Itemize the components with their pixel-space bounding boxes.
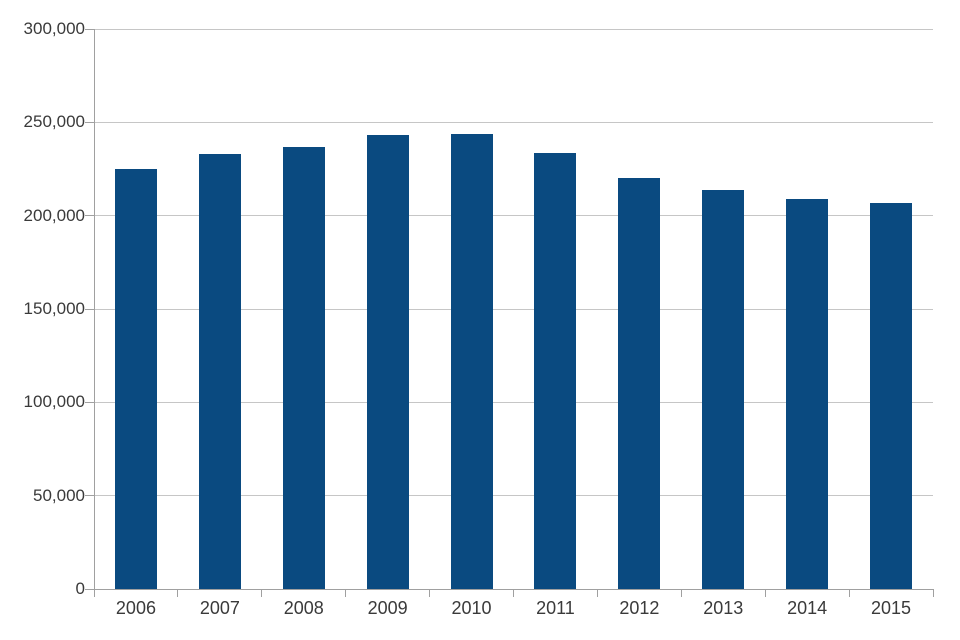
x-axis-tick-label: 2013 xyxy=(703,598,744,618)
x-axis-tick-mark xyxy=(345,589,347,597)
y-axis-tick-mark xyxy=(85,121,94,123)
y-axis-tick-mark xyxy=(85,28,94,30)
x-axis-tick-label: 2008 xyxy=(283,598,324,618)
y-axis-tick-label: 100,000 xyxy=(23,392,85,412)
x-axis-tick-label: 2014 xyxy=(787,598,828,618)
x-axis-tick-mark xyxy=(177,589,179,597)
x-axis-tick-mark xyxy=(932,589,934,597)
y-axis-tick-label: 300,000 xyxy=(23,19,85,38)
x-axis-tick-mark xyxy=(764,589,766,597)
x-axis-tick-mark xyxy=(513,589,514,597)
y-axis-tick-label: 250,000 xyxy=(23,112,85,132)
y-axis-tick-mark xyxy=(85,401,94,403)
x-axis-tick-mark xyxy=(261,589,263,597)
x-axis-tick-label: 2009 xyxy=(367,598,408,618)
x-axis-tick-mark xyxy=(429,589,431,597)
bar-2014 xyxy=(786,198,829,589)
bar-2008 xyxy=(282,146,325,589)
y-axis-tick-label: 150,000 xyxy=(23,299,85,318)
bar-2012 xyxy=(618,178,661,589)
y-axis-tick-mark xyxy=(85,495,94,497)
x-axis-tick-label: 2012 xyxy=(619,598,660,618)
x-axis-tick-label: 2011 xyxy=(536,598,575,618)
x-axis-tick-mark xyxy=(680,589,682,597)
y-axis-line xyxy=(94,29,95,589)
x-axis-tick-mark xyxy=(848,589,850,597)
x-axis-tick-label: 2010 xyxy=(451,598,492,618)
bar-2013 xyxy=(702,189,745,589)
y-axis-tick-label: 50,000 xyxy=(33,485,85,505)
x-axis-tick-label: 2006 xyxy=(115,598,156,618)
x-axis-tick-label: 2015 xyxy=(871,598,912,618)
bar-2015 xyxy=(870,202,913,589)
x-axis-tick-mark xyxy=(596,589,598,597)
x-axis-tick-mark xyxy=(93,589,95,597)
bar-2010 xyxy=(450,133,493,589)
y-gridline xyxy=(94,28,933,30)
y-gridline xyxy=(94,401,933,403)
bar-2007 xyxy=(198,154,241,589)
y-axis-tick-label: 200,000 xyxy=(23,205,85,225)
y-gridline xyxy=(94,215,933,217)
bar-2006 xyxy=(114,169,157,589)
y-axis-tick-mark xyxy=(85,308,94,310)
bar-2009 xyxy=(366,135,409,589)
y-gridline xyxy=(94,495,933,497)
y-axis-tick-mark xyxy=(85,215,94,217)
x-axis-line xyxy=(86,588,933,590)
x-axis-tick-label: 2007 xyxy=(199,598,240,618)
y-gridline xyxy=(94,308,933,310)
y-axis-tick-label: 0 xyxy=(75,579,85,598)
y-gridline xyxy=(94,121,933,123)
bar-2011 xyxy=(534,153,577,589)
